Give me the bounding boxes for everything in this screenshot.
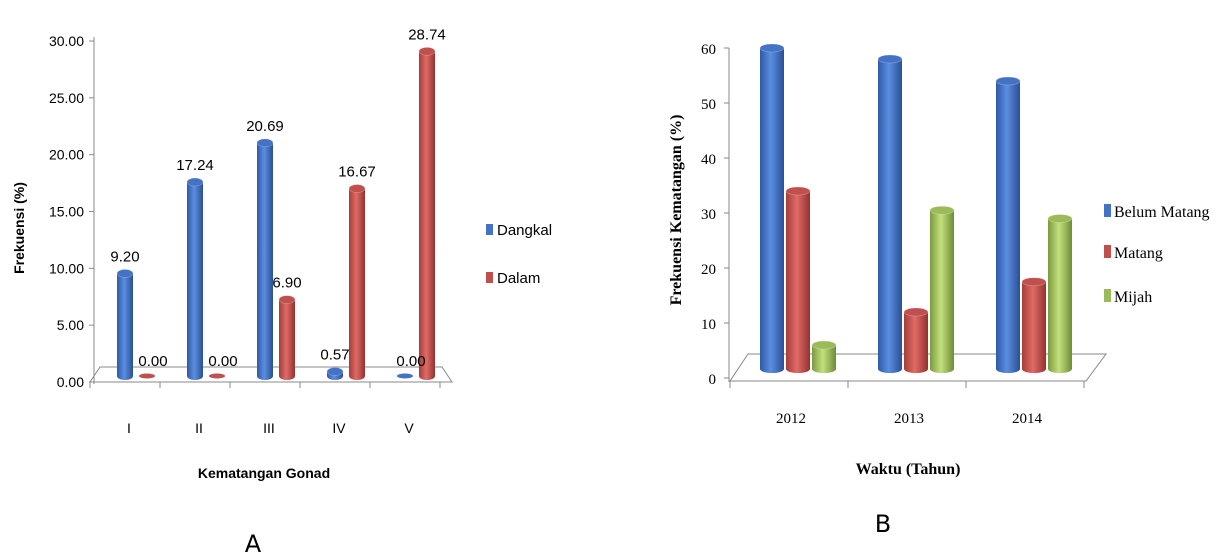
y-tick-label: 25.00 — [49, 90, 84, 106]
bar-dalam-I — [139, 373, 155, 379]
data-label: 0.00 — [138, 353, 167, 370]
panel-label-b: B — [875, 510, 891, 538]
legend-swatch-mijah — [1104, 289, 1111, 302]
bar-matang-2013 — [903, 307, 929, 373]
x-tick-label: III — [263, 420, 275, 436]
y-tick-label: 10 — [701, 317, 716, 333]
x-tick-label: IV — [332, 420, 346, 436]
x-tick-label: I — [127, 420, 131, 436]
data-label: 9.20 — [110, 248, 139, 265]
legend-swatch-dangkal — [486, 224, 493, 235]
bar-dangkal-IV — [326, 367, 344, 380]
bar-mijah-2014 — [1047, 214, 1073, 373]
y-tick-label: 60 — [701, 42, 716, 58]
chart-b: 0 10 20 30 40 50 60 2012 2013 2014 Frekuensi Kem… — [668, 42, 1210, 538]
data-label: 0.00 — [208, 353, 237, 370]
chart-a-legend: Dangkal Dalam — [486, 222, 552, 287]
chart-b-y-axis-title: Frekuensi Kematangan (%) — [668, 115, 685, 306]
y-tick-label: 0 — [709, 372, 717, 388]
legend-label-dalam: Dalam — [497, 270, 540, 287]
legend-swatch-dalam — [486, 272, 493, 283]
bar-dalam-III — [278, 295, 296, 380]
legend-label-mijah: Mijah — [1114, 289, 1152, 306]
chart-a-bars — [116, 47, 436, 380]
y-tick-label: 0.00 — [57, 374, 84, 390]
y-tick-label: 10.00 — [49, 260, 84, 276]
bar-dangkal-III — [256, 138, 274, 380]
bar-matang-2012 — [785, 186, 811, 373]
data-label: 16.67 — [338, 164, 376, 181]
x-tick-label: 2014 — [1012, 411, 1043, 427]
bar-dangkal-I — [116, 269, 134, 380]
chart-a-x-axis-title: Kematangan Gonad — [198, 465, 330, 481]
data-label: 17.24 — [176, 157, 214, 174]
bar-matang-2014 — [1021, 277, 1047, 373]
bar-belum-matang-2012 — [759, 43, 785, 373]
bar-belum-matang-2013 — [877, 54, 903, 373]
chart-a-y-axis-title: Frekuensi (%) — [11, 182, 27, 274]
legend-label-belum-matang: Belum Matang — [1114, 204, 1210, 221]
data-label: 0.57 — [320, 347, 349, 364]
bar-dalam-IV — [348, 184, 366, 380]
chart-b-bars — [759, 43, 1073, 373]
data-label: 20.69 — [246, 118, 284, 135]
x-tick-label: II — [195, 420, 203, 436]
y-tick-label: 5.00 — [57, 317, 84, 333]
chart-b-legend: Belum Matang Matang Mijah — [1104, 204, 1210, 306]
legend-label-matang: Matang — [1114, 245, 1163, 262]
bar-dangkal-II — [186, 177, 204, 380]
y-tick-label: 50 — [701, 97, 716, 113]
legend-swatch-belum-matang — [1104, 204, 1111, 217]
data-label: 28.74 — [408, 26, 446, 43]
legend-swatch-matang — [1104, 245, 1111, 258]
y-tick-label: 40 — [701, 152, 716, 168]
chart-b-x-ticks: 2012 2013 2014 — [729, 381, 1085, 427]
data-label: 0.00 — [396, 353, 425, 370]
y-tick-label: 20 — [701, 262, 716, 278]
panel-label-a: A — [245, 530, 262, 556]
chart-a-y-ticks: 0.00 5.00 10.00 15.00 20.00 25.00 30.00 — [49, 33, 94, 390]
y-tick-label: 15.00 — [49, 204, 84, 220]
bar-dalam-V — [418, 47, 436, 380]
y-tick-label: 20.00 — [49, 147, 84, 163]
chart-a-data-labels: 9.20 17.24 20.69 0.57 0.00 0.00 0.00 6.90 16.67 2… — [110, 26, 445, 370]
bar-mijah-2012 — [811, 340, 837, 373]
chart-a-x-ticks: I II III IV V — [89, 382, 441, 436]
data-label: 6.90 — [272, 275, 301, 292]
bar-belum-matang-2014 — [995, 76, 1021, 373]
chart-b-y-ticks: 0 10 20 30 40 50 60 — [701, 42, 729, 388]
bar-dalam-II — [209, 373, 225, 379]
bar-dangkal-V — [397, 373, 413, 379]
y-tick-label: 30.00 — [49, 33, 84, 49]
x-tick-label: 2013 — [894, 411, 924, 427]
y-tick-label: 30 — [701, 207, 716, 223]
chart-b-x-axis-title: Waktu (Tahun) — [856, 461, 961, 478]
bar-mijah-2013 — [929, 205, 955, 373]
x-tick-label: V — [404, 420, 414, 436]
legend-label-dangkal: Dangkal — [497, 222, 552, 239]
x-tick-label: 2012 — [776, 411, 806, 427]
